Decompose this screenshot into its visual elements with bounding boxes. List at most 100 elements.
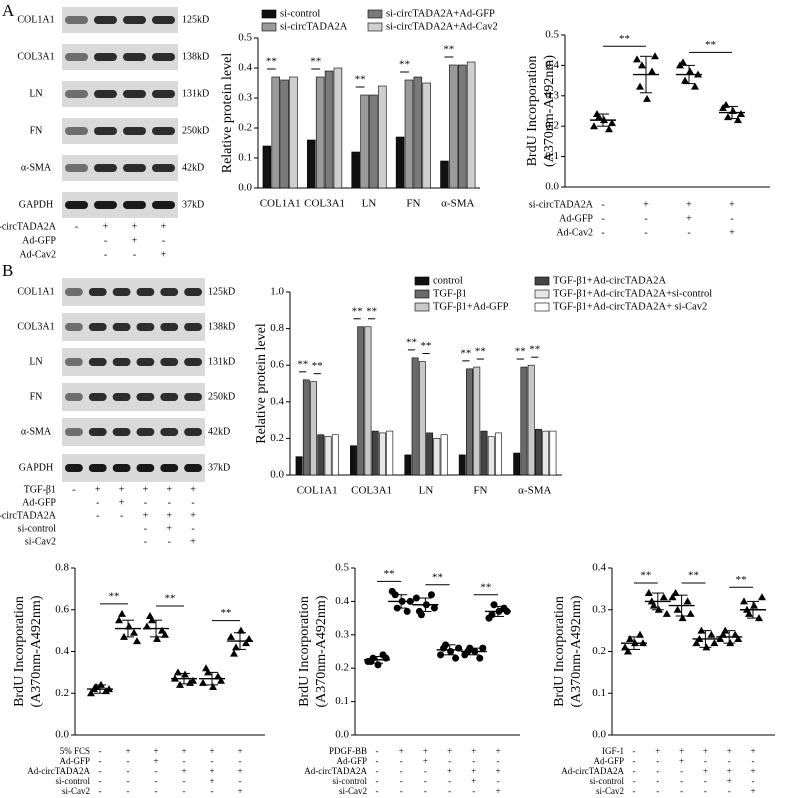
blot-band: [112, 288, 131, 296]
significance-label: **: [352, 305, 363, 317]
blot-band: [65, 16, 88, 24]
data-point: [153, 634, 161, 642]
significance-label: **: [312, 360, 323, 372]
y-axis-label: Relative protein level: [254, 323, 269, 444]
data-point: [146, 612, 154, 620]
significance-label: **: [355, 74, 366, 86]
bar: [440, 160, 449, 189]
condition-sign: -: [752, 776, 755, 786]
significance-label: **: [640, 570, 651, 582]
data-point: [161, 630, 169, 638]
condition-sign: +: [181, 766, 186, 776]
bar: [369, 94, 378, 189]
significance-label: **: [266, 56, 277, 68]
bar: [280, 79, 289, 189]
protein-name: α-SMA: [21, 162, 52, 173]
blot-band: [160, 323, 179, 331]
condition-sign: +: [166, 484, 172, 495]
condition-sign: +: [95, 484, 101, 495]
blot-band: [184, 393, 202, 401]
blot-band: [184, 358, 202, 366]
blot-band: [112, 393, 131, 401]
bar: [324, 70, 334, 189]
blot-band: [123, 201, 146, 209]
data-point: [237, 626, 245, 634]
condition-sign: -: [99, 766, 102, 776]
condition-sign: +: [686, 199, 692, 210]
blot-band: [88, 393, 107, 401]
blot-band: [65, 464, 83, 472]
significance-label: **: [688, 570, 699, 582]
data-point: [452, 654, 460, 662]
condition-sign: -: [644, 213, 647, 224]
y-tick-label: 0.4: [335, 595, 349, 607]
condition-sign: -: [633, 756, 636, 766]
condition-sign: +: [727, 766, 732, 776]
y-tick-label: 0.1: [238, 152, 252, 164]
data-point: [217, 676, 225, 684]
data-point: [734, 634, 743, 642]
x-tick-label: COL1A1: [260, 198, 301, 210]
y-tick-label: 0.2: [270, 432, 284, 444]
condition-sign: +: [119, 497, 125, 508]
condition-sign: -: [448, 776, 451, 786]
data-point: [681, 76, 689, 84]
condition-sign: -: [99, 786, 102, 796]
data-point: [133, 637, 141, 645]
band-size: 125kD: [208, 286, 235, 297]
data-point: [430, 604, 438, 612]
condition-name: Ad-circTADA2A: [27, 766, 90, 776]
data-point: [245, 634, 253, 642]
condition-name: Ad-circTADA2A: [561, 766, 624, 776]
condition-sign: -: [400, 776, 403, 786]
y-axis-label: (A370nm-A492nm): [569, 595, 584, 707]
condition-name: si-Cav2: [62, 786, 90, 796]
bar: [351, 151, 360, 189]
x-tick-label: COL3A1: [351, 485, 392, 497]
legend-swatch: [261, 9, 277, 19]
data-point: [176, 680, 184, 688]
data-point: [174, 668, 182, 676]
condition-sign: +: [161, 221, 167, 232]
data-point: [209, 682, 217, 690]
blot-band: [136, 464, 155, 472]
condition-sign: +: [181, 746, 186, 756]
data-point: [455, 644, 463, 652]
blot-strip: [62, 278, 205, 306]
condition-sign: +: [237, 786, 242, 796]
condition-sign: +: [399, 746, 404, 756]
condition-name: Ad-Cav2: [556, 227, 593, 238]
condition-sign: -: [168, 536, 171, 547]
bar: [271, 76, 281, 189]
condition-sign: +: [125, 746, 130, 756]
condition-name: Ad-circTADA2A: [304, 766, 367, 776]
condition-sign: +: [495, 766, 500, 776]
y-axis-label: BrdU Incorporation: [12, 596, 27, 707]
y-tick-label: 0.6: [55, 603, 69, 615]
condition-name: Ad-GFP: [59, 756, 90, 766]
condition-sign: +: [447, 766, 452, 776]
blot-band: [65, 358, 83, 366]
blot-band: [94, 164, 117, 172]
significance-label: **: [443, 44, 454, 56]
condition-sign: +: [729, 227, 735, 238]
blot-band: [88, 358, 107, 366]
condition-sign: -: [633, 786, 636, 796]
condition-name: 5% FCS: [60, 746, 90, 756]
data-point: [648, 67, 656, 75]
significance-label: **: [165, 593, 176, 605]
significance-label: **: [384, 568, 395, 580]
legend-swatch: [534, 276, 550, 286]
data-point: [638, 61, 646, 69]
condition-sign: +: [237, 746, 242, 756]
data-point: [740, 597, 748, 605]
blot-band: [123, 90, 146, 98]
protein-name: FN: [30, 125, 43, 136]
data-point: [745, 609, 753, 617]
data-point: [158, 626, 166, 634]
condition-sign: +: [103, 221, 109, 232]
protein-name: COL3A1: [17, 321, 54, 332]
data-point: [437, 651, 445, 659]
band-size: 37kD: [182, 199, 204, 210]
bar: [262, 145, 272, 189]
